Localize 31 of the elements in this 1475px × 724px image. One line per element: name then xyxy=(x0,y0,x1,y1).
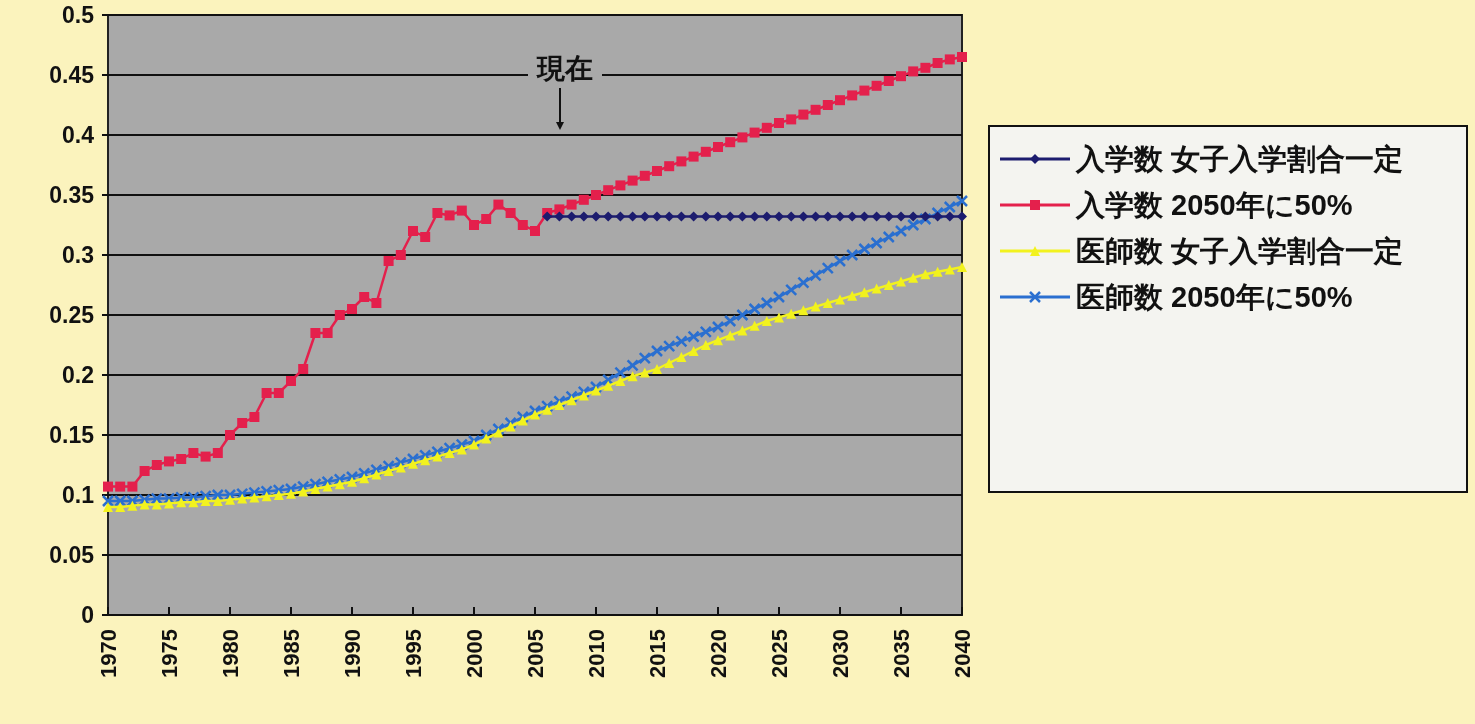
y-tick-label: 0.35 xyxy=(49,182,95,208)
x-tick-label: 1985 xyxy=(279,629,304,678)
x-tick-label: 2015 xyxy=(645,629,670,678)
y-tick-label: 0.15 xyxy=(49,422,95,448)
x-tick-label: 1990 xyxy=(340,629,365,678)
x-tick-label: 2020 xyxy=(706,629,731,678)
y-tick-label: 0.5 xyxy=(62,2,95,28)
x-tick-label: 2005 xyxy=(523,629,548,678)
x-tick-label: 1980 xyxy=(218,629,243,678)
y-tick-label: 0 xyxy=(81,602,94,628)
x-tick-label: 2030 xyxy=(828,629,853,678)
y-tick-label: 0.2 xyxy=(62,362,94,388)
y-tick-label: 0.4 xyxy=(62,122,95,148)
legend-label: 医師数 2050年に50% xyxy=(1076,280,1354,315)
x-tick-label: 1995 xyxy=(401,629,426,678)
y-tick-label: 0.25 xyxy=(49,302,95,328)
x-tick-label: 2040 xyxy=(950,629,975,678)
y-tick-label: 0.05 xyxy=(49,542,95,568)
x-tick-label: 1975 xyxy=(157,629,182,678)
annotation: 現在 xyxy=(536,53,593,84)
y-tick-label: 0.3 xyxy=(62,242,94,268)
x-tick-label: 2025 xyxy=(767,629,792,678)
legend-label: 医師数 女子入学割合一定 xyxy=(1076,234,1405,269)
legend-label: 入学数 女子入学割合一定 xyxy=(1076,142,1405,177)
legend-label: 入学数 2050年に50% xyxy=(1076,188,1354,223)
x-tick-label: 2035 xyxy=(889,629,914,678)
x-tick-label: 2000 xyxy=(462,629,487,678)
x-tick-label: 2010 xyxy=(584,629,609,678)
y-tick-label: 0.45 xyxy=(49,62,95,88)
y-tick-label: 0.1 xyxy=(62,482,95,508)
x-tick-label: 1970 xyxy=(96,629,121,678)
